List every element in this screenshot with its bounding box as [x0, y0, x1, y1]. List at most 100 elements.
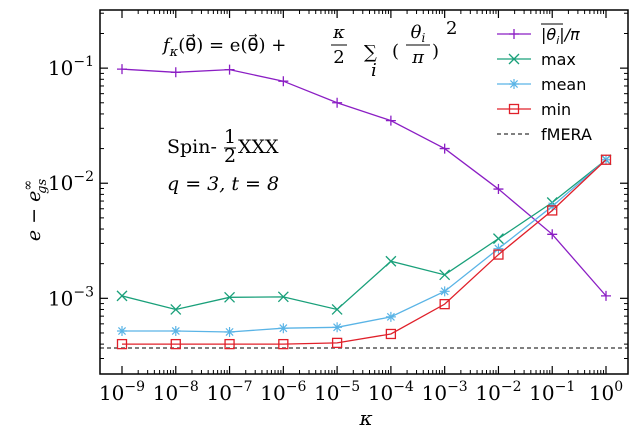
legend-label: mean	[541, 75, 586, 94]
svg-text:Spin-: Spin-	[167, 136, 217, 158]
svg-text:XXX: XXX	[238, 136, 279, 158]
legend-label: min	[541, 100, 571, 119]
x-tick-label: 100	[589, 379, 623, 405]
data-point	[601, 154, 611, 165]
series-line	[121, 159, 607, 311]
series-mean	[117, 154, 611, 337]
x-tick-label: 10−3	[422, 379, 468, 405]
data-point	[224, 326, 235, 337]
data-point	[493, 184, 504, 195]
params-annotation: q = 3, t = 8	[167, 173, 279, 195]
data-point	[224, 338, 235, 350]
legend-label: fMERA	[541, 125, 592, 144]
legend-label: max	[541, 50, 576, 69]
formula-annotation: fκ(θ⃗) = e(θ⃗) + κ 2 ∑ i ( θi π ) 2	[161, 18, 457, 81]
data-point	[385, 311, 396, 322]
svg-text:π: π	[411, 47, 425, 68]
svg-text:i: i	[371, 60, 377, 81]
data-point	[439, 286, 450, 297]
data-point	[116, 290, 128, 302]
series-max	[116, 154, 612, 315]
svg-text:2: 2	[446, 18, 457, 39]
y-tick-label: 10−1	[48, 54, 94, 80]
data-point	[509, 29, 519, 39]
plot-frame	[99, 9, 629, 375]
x-tick-label: 10−8	[153, 379, 199, 405]
legend-label: |θi|/π	[541, 25, 580, 47]
svg-text:2: 2	[333, 47, 344, 68]
data-point	[170, 304, 182, 315]
data-point	[331, 304, 343, 315]
svg-text:e − e∞gs: e − e∞gs	[21, 179, 50, 242]
series-	[117, 64, 611, 301]
svg-text:2: 2	[224, 145, 236, 167]
data-point	[277, 291, 289, 303]
x-tick-label: 10−6	[260, 379, 306, 405]
series-group	[116, 64, 612, 350]
legend-entry: min	[497, 100, 571, 119]
y-axis-title-main: e − e	[23, 191, 45, 242]
data-point	[493, 249, 504, 260]
data-point	[385, 328, 397, 340]
data-point	[385, 255, 397, 267]
data-point	[601, 290, 611, 301]
x-tick-label: 10−2	[475, 379, 521, 405]
data-point	[170, 67, 181, 78]
x-tick-label: 10−9	[99, 379, 145, 405]
svg-text:): )	[432, 41, 439, 62]
data-point	[224, 64, 235, 75]
x-tick-label: 10−1	[529, 379, 575, 405]
svg-text:fκ(θ⃗) = e(θ⃗) +: fκ(θ⃗) = e(θ⃗) +	[161, 34, 286, 60]
axes	[99, 9, 629, 375]
data-point	[547, 229, 558, 240]
data-point	[439, 269, 451, 281]
legend-entry: fMERA	[497, 125, 592, 144]
x-tick-label: 10−7	[207, 379, 253, 405]
data-point	[508, 53, 520, 65]
data-point	[439, 298, 450, 310]
data-point	[224, 291, 236, 303]
model-annotation: Spin- 1 2 XXX q = 3, t = 8	[167, 126, 279, 195]
svg-text:1: 1	[224, 126, 236, 148]
data-point	[331, 337, 343, 349]
series-line	[122, 159, 607, 345]
x-axis-title: κ	[358, 406, 372, 430]
data-point	[492, 233, 504, 245]
legend-entry: |θi|/π	[497, 23, 580, 47]
y-tick-label: 10−2	[48, 169, 94, 195]
data-point	[117, 326, 127, 337]
data-point	[385, 115, 396, 126]
legend-entry: max	[497, 50, 576, 69]
data-point	[117, 64, 127, 75]
series-line	[122, 159, 607, 333]
y-tick-label: 10−3	[48, 284, 94, 310]
svg-text:(: (	[392, 41, 399, 62]
y-axis-title-sub: gs	[35, 179, 50, 194]
data-point	[547, 205, 558, 216]
data-point	[278, 76, 289, 87]
y-axis-title-sup: ∞	[21, 180, 36, 191]
data-point	[332, 322, 343, 333]
svg-text:θi: θi	[411, 22, 426, 45]
svg-text:κ: κ	[332, 22, 345, 43]
data-point	[600, 154, 612, 165]
series-line	[121, 68, 607, 297]
legend-entry: mean	[497, 75, 586, 94]
data-point	[116, 338, 128, 350]
data-point	[170, 338, 181, 350]
ticks: 10−9 10−8 10−7 10−6 10−5 10−4 10−3 10−2 10−1 100 1…	[48, 10, 628, 405]
data-point	[332, 97, 343, 108]
series-min	[116, 154, 612, 350]
data-point	[278, 323, 289, 334]
legend: |θi|/π max mean min fMERA	[497, 23, 592, 144]
data-point	[493, 243, 504, 254]
data-point	[170, 326, 181, 337]
y-axis-title: e − e∞gs	[21, 179, 50, 242]
data-point	[439, 143, 450, 154]
x-tick-label: 10−5	[314, 379, 360, 405]
data-point	[278, 338, 289, 350]
x-tick-label: 10−4	[368, 379, 414, 405]
data-point	[508, 103, 520, 115]
svg-text:∑: ∑	[364, 42, 377, 63]
